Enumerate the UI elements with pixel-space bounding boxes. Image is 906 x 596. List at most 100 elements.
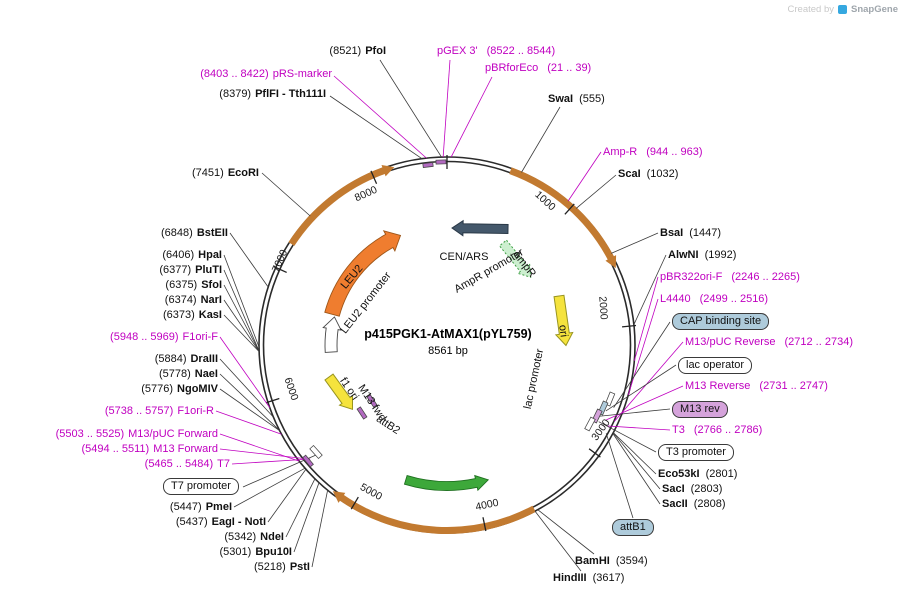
primer-label-m13-reverse: M13 Reverse (2731 .. 2747) xyxy=(685,380,828,393)
callout-line xyxy=(633,276,659,361)
ring-tick-3000 xyxy=(588,448,601,458)
primer-label-m13-forward: (5494 .. 5511) M13 Forward xyxy=(82,443,218,456)
site-position: (1992) xyxy=(704,249,737,261)
site-position: (5218) xyxy=(254,561,286,573)
callout-line xyxy=(219,336,271,408)
primer-label-pgex-3: pGEX 3' (8522 .. 8544) xyxy=(437,45,555,58)
feature-arrow-leu2 xyxy=(324,230,402,317)
site-name: DraIII xyxy=(190,353,218,365)
primer-range: (8403 .. 8422) xyxy=(200,68,269,80)
site-position: (6848) xyxy=(161,227,193,239)
primer-range: (2731 .. 2747) xyxy=(759,380,828,392)
site-label-nari: (6374) NarI xyxy=(165,294,222,307)
snapgene-logo-icon xyxy=(838,5,847,14)
ring-tick-6000 xyxy=(265,397,280,404)
site-position: (3594) xyxy=(615,555,648,567)
site-name: PluTI xyxy=(195,264,222,276)
site-label-eagi-noti: (5437) EagI - NotI xyxy=(176,516,266,529)
primer-name: L4440 xyxy=(660,293,691,305)
site-position: (1447) xyxy=(689,227,722,239)
primer-name: Amp-R xyxy=(603,146,638,158)
site-position: (3617) xyxy=(592,572,625,584)
primer-label-m13-puc-reverse: M13/pUC Reverse (2712 .. 2734) xyxy=(685,336,853,349)
primer-name: M13 Forward xyxy=(153,443,218,455)
callout-line xyxy=(223,254,260,348)
boxed-label-cap-binding-site: CAP binding site xyxy=(672,313,770,330)
primer-range: (2712 .. 2734) xyxy=(784,336,853,348)
primer-name: T7 xyxy=(217,458,230,470)
callout-line xyxy=(223,269,260,352)
cassette-arc-upper-left xyxy=(288,165,395,246)
site-position: (5447) xyxy=(169,501,202,513)
primer-name: pRS-marker xyxy=(272,68,332,80)
site-label-kasi: (6373) KasI xyxy=(163,309,222,322)
callout-line xyxy=(605,433,634,519)
site-label-ndei: (5342) NdeI xyxy=(224,531,284,544)
callout-line xyxy=(215,410,282,435)
primer-label-amp-r: Amp-R (944 .. 963) xyxy=(603,146,703,159)
site-name: SwaI xyxy=(548,93,574,105)
primer-range: (21 .. 39) xyxy=(547,62,592,74)
primer-name: M13 Reverse xyxy=(685,380,751,392)
site-label-sfoi: (6375) SfoI xyxy=(165,279,222,292)
cassette-arc-upper-right xyxy=(509,167,617,269)
site-label-psti: (5218) PstI xyxy=(254,561,310,574)
callout-line xyxy=(267,469,307,523)
site-name: AlwNI xyxy=(668,249,699,261)
primer-label-t3: T3 (2766 .. 2786) xyxy=(672,424,762,437)
callout-line xyxy=(567,151,602,202)
callout-line xyxy=(612,433,661,505)
site-name: NaeI xyxy=(194,368,218,380)
primer-name: T3 xyxy=(672,424,685,436)
callout-line xyxy=(605,364,677,412)
ring-tick-4000 xyxy=(482,517,487,532)
prs-marker-glyph xyxy=(422,161,434,169)
site-name: ScaI xyxy=(618,168,641,180)
site-name: SacII xyxy=(662,498,688,510)
site-name: NgoMIV xyxy=(177,383,218,395)
feature-arrow-cen-ars xyxy=(451,219,509,237)
callout-line xyxy=(612,432,661,490)
primer-label-l4440: L4440 (2499 .. 2516) xyxy=(660,293,768,306)
t3-promoter-glyph xyxy=(584,416,596,432)
site-name: BsaI xyxy=(660,227,684,239)
callout-line xyxy=(219,388,280,432)
feature-arrow-leu2-promoter xyxy=(322,316,342,353)
callout-line xyxy=(613,321,671,408)
site-position: (555) xyxy=(579,93,605,105)
callout-line xyxy=(231,458,311,465)
site-position: (2803) xyxy=(690,483,723,495)
callout-line xyxy=(442,59,451,158)
primer-name: F1ori-R xyxy=(177,405,214,417)
callout-line xyxy=(611,232,659,254)
site-position: (5884) xyxy=(154,353,187,365)
site-name: Eco53kI xyxy=(658,468,700,480)
site-position: (5342) xyxy=(224,531,257,543)
site-label-scai: ScaI (1032) xyxy=(618,168,678,181)
callout-line xyxy=(537,509,595,555)
boxed-label-t7-promoter: T7 promoter xyxy=(163,478,239,495)
feature-label-ori: ori xyxy=(556,324,570,338)
primer-range: (5948 .. 5969) xyxy=(110,331,179,343)
ring-tick-8000 xyxy=(370,170,378,184)
callout-line xyxy=(450,76,493,158)
site-name: BstEII xyxy=(196,227,228,239)
ring-tick-7000 xyxy=(273,266,287,274)
site-name: EagI - NotI xyxy=(211,516,266,528)
watermark-brand: SnapGene xyxy=(851,4,898,15)
site-position: (5778) xyxy=(158,368,191,380)
callout-line xyxy=(596,408,671,417)
primer-name: F1ori-F xyxy=(182,331,218,343)
primer-name: pBRforEco xyxy=(485,62,539,74)
lac-promoter-glyph xyxy=(604,391,616,407)
callout-line xyxy=(261,172,311,217)
ring-tick-1000 xyxy=(564,203,575,215)
attb2-glyph xyxy=(356,406,368,420)
feature-arrow-cds xyxy=(403,474,490,492)
plasmid-size: 8561 bp xyxy=(428,345,468,357)
callout-line xyxy=(598,421,657,453)
primer-label-pbrforeco: pBRforEco (21 .. 39) xyxy=(485,62,591,75)
callout-line xyxy=(219,373,280,431)
callout-line xyxy=(285,478,316,538)
